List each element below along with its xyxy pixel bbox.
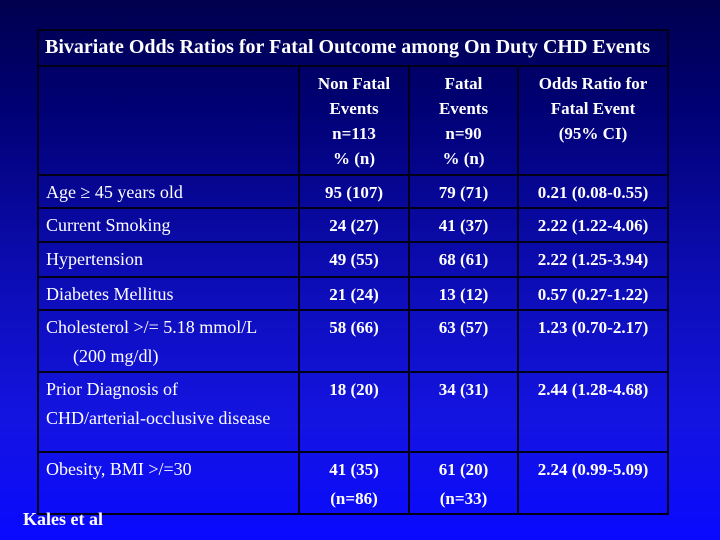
fatal-value: 34 (31) [408, 371, 519, 453]
odds-ratio-value: 0.21 (0.08-0.55) [517, 174, 669, 209]
row-label: Diabetes Mellitus [37, 276, 300, 311]
header-fatal-events: Fatal Events n=90 % (n) [408, 65, 519, 176]
header-empty-cell [37, 65, 300, 176]
row-label: Age ≥ 45 years old [37, 174, 300, 209]
nonfatal-value: 21 (24) [298, 276, 410, 311]
fatal-value: 68 (61) [408, 241, 519, 278]
fatal-value: 13 (12) [408, 276, 519, 311]
nonfatal-value: 41 (35) (n=86) [298, 451, 410, 515]
table-row-cholesterol: Cholesterol >/= 5.18 mmol/L (200 mg/dl) … [37, 309, 669, 373]
table-title: Bivariate Odds Ratios for Fatal Outcome … [37, 29, 669, 67]
table-title-row: Bivariate Odds Ratios for Fatal Outcome … [37, 29, 669, 67]
fatal-value: 41 (37) [408, 207, 519, 243]
row-label: Prior Diagnosis of CHD/arterial-occlusiv… [37, 371, 300, 453]
table-row-smoking: Current Smoking 24 (27) 41 (37) 2.22 (1.… [37, 207, 669, 243]
row-label: Obesity, BMI >/=30 [37, 451, 300, 515]
fatal-value: 61 (20) (n=33) [408, 451, 519, 515]
odds-ratio-value: 2.22 (1.22-4.06) [517, 207, 669, 243]
nonfatal-value: 58 (66) [298, 309, 410, 373]
odds-ratio-table: Bivariate Odds Ratios for Fatal Outcome … [37, 29, 669, 515]
odds-ratio-value: 1.23 (0.70-2.17) [517, 309, 669, 373]
nonfatal-value: 24 (27) [298, 207, 410, 243]
fatal-value: 63 (57) [408, 309, 519, 373]
citation-text: Kales et al [23, 509, 103, 529]
row-label: Hypertension [37, 241, 300, 278]
table-row-diabetes: Diabetes Mellitus 21 (24) 13 (12) 0.57 (… [37, 276, 669, 311]
nonfatal-value: 95 (107) [298, 174, 410, 209]
odds-ratio-value: 2.44 (1.28-4.68) [517, 371, 669, 453]
odds-ratio-value: 2.24 (0.99-5.09) [517, 451, 669, 515]
table-row-hypertension: Hypertension 49 (55) 68 (61) 2.22 (1.25-… [37, 241, 669, 278]
header-nonfatal-events: Non Fatal Events n=113 % (n) [298, 65, 410, 176]
row-label: Current Smoking [37, 207, 300, 243]
odds-ratio-value: 2.22 (1.25-3.94) [517, 241, 669, 278]
table-row-prior-diagnosis: Prior Diagnosis of CHD/arterial-occlusiv… [37, 371, 669, 453]
odds-ratio-value: 0.57 (0.27-1.22) [517, 276, 669, 311]
row-label: Cholesterol >/= 5.18 mmol/L (200 mg/dl) [37, 309, 300, 373]
nonfatal-value: 18 (20) [298, 371, 410, 453]
table-header-row: Non Fatal Events n=113 % (n) Fatal Event… [37, 65, 669, 176]
header-odds-ratio: Odds Ratio for Fatal Event (95% CI) [517, 65, 669, 176]
nonfatal-value: 49 (55) [298, 241, 410, 278]
fatal-value: 79 (71) [408, 174, 519, 209]
table-row-age: Age ≥ 45 years old 95 (107) 79 (71) 0.21… [37, 174, 669, 209]
table-row-obesity: Obesity, BMI >/=30 41 (35) (n=86) 61 (20… [37, 451, 669, 515]
